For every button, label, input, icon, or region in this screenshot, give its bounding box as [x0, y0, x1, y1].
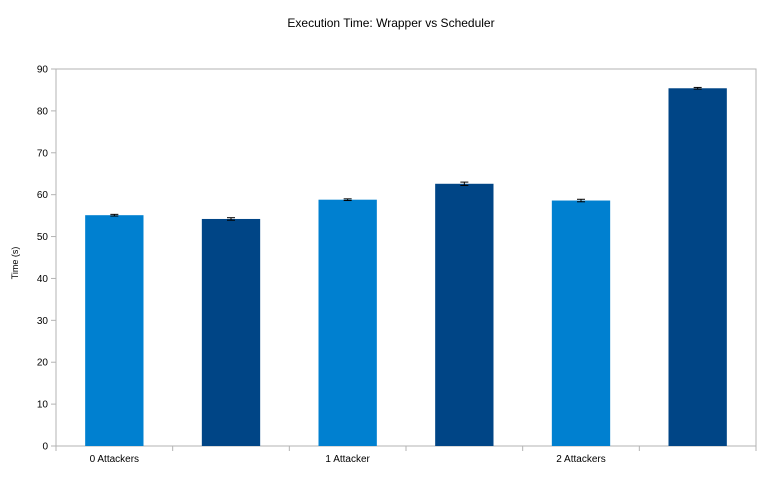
y-tick-label: 0	[42, 442, 48, 453]
bar	[318, 199, 377, 446]
bar	[435, 183, 494, 446]
bar	[201, 218, 261, 446]
x-category-label: 0 Attackers	[90, 454, 139, 465]
x-category-label: 1 Attacker	[325, 454, 370, 465]
plot-area: 0 10 20 30 40 50 60 70 80 90 0 Attackers 1 Attacker…	[37, 65, 757, 465]
y-tick-label: 40	[37, 274, 49, 285]
bar	[551, 200, 611, 446]
y-axis-label: Time (s)	[10, 247, 20, 280]
y-tick-label: 50	[37, 232, 49, 243]
y-tick-label: 30	[37, 316, 49, 327]
y-tick-label: 20	[37, 358, 49, 369]
plot-frame	[55, 68, 757, 447]
y-tick-label: 80	[37, 106, 49, 117]
y-tick-label: 10	[37, 400, 49, 411]
x-category-label: 2 Attackers	[556, 454, 605, 465]
y-tick-label: 60	[37, 190, 49, 201]
chart-title: Execution Time: Wrapper vs Scheduler	[287, 16, 494, 30]
bar	[85, 215, 144, 446]
y-tick-label: 70	[37, 148, 49, 159]
y-tick-label: 90	[37, 65, 49, 76]
bar	[668, 88, 727, 446]
